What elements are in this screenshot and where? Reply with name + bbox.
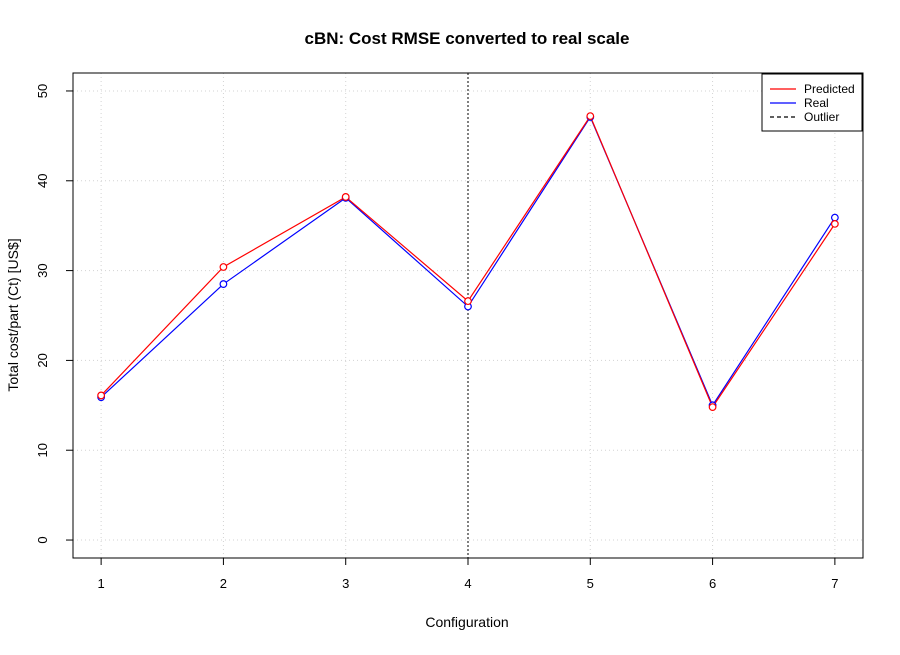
y-tick-label: 0 [35,536,50,543]
x-tick-label: 6 [709,576,716,591]
x-tick-label: 2 [220,576,227,591]
axes: 1 2 3 4 5 6 7 0 10 20 30 40 50 [35,84,838,591]
y-axis-label: Total cost/part (Ct) [US$] [5,238,21,391]
legend-label-real: Real [804,96,829,110]
y-tick-label: 10 [35,443,50,457]
x-tick-label: 7 [831,576,838,591]
legend-label-predicted: Predicted [804,82,855,96]
y-tick-label: 20 [35,353,50,367]
series-layer [97,112,839,412]
point-real [830,213,839,222]
chart-title: cBN: Cost RMSE converted to real scale [305,29,630,48]
point-predicted [341,193,350,201]
point-predicted [830,219,839,228]
x-tick-label: 1 [98,576,105,591]
point-real [219,280,228,288]
legend-label-outlier: Outlier [804,110,839,124]
x-axis-label: Configuration [425,614,508,630]
x-tick-label: 5 [587,576,594,591]
y-tick-label: 40 [35,174,50,188]
point-predicted [219,263,228,271]
point-predicted [708,403,717,412]
y-tick-label: 50 [35,84,50,98]
point-predicted [464,297,472,306]
point-predicted [586,112,595,121]
x-tick-label: 3 [342,576,349,591]
x-tick-label: 4 [464,576,471,591]
point-predicted [97,391,106,400]
y-tick-label: 30 [35,263,50,277]
